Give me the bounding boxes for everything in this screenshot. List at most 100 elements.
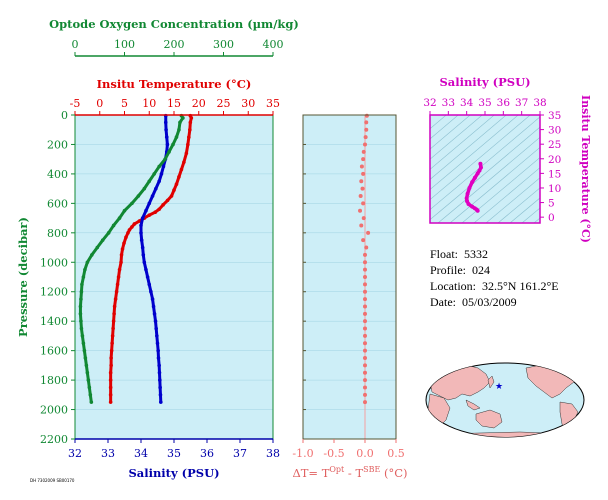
temperature-data-point [109, 356, 113, 360]
oxygen-data-point [80, 282, 84, 287]
delta-data-point [363, 311, 367, 316]
salinity-data-point [142, 260, 147, 265]
oxygen-data-point [83, 356, 88, 360]
oxygen-data-point [147, 179, 152, 184]
salinity-data-point [139, 238, 144, 242]
delta-data-point [363, 297, 367, 302]
ts-data-point [472, 175, 477, 180]
world-map: ★ [425, 362, 585, 438]
location-label: Location: [430, 279, 476, 293]
salinity-data-point [150, 297, 155, 301]
location-value: 32.5°N 161.2°E [481, 279, 559, 293]
oxygen-data-point [117, 216, 122, 220]
oxygen-tick-label: 100 [114, 38, 135, 51]
delta-data-point [359, 179, 364, 184]
temperature-data-point [137, 219, 142, 223]
density-isoline [533, 217, 540, 223]
delta-data-point [359, 164, 364, 169]
salinity-tick-label: 33 [101, 447, 115, 460]
oxygen-tick-label: 0 [72, 38, 79, 51]
delta-data-point [363, 400, 367, 405]
delta-tick-label: 0.5 [387, 447, 405, 460]
salinity-data-point [150, 194, 155, 198]
oxygen-data-point [167, 150, 171, 154]
temperature-data-point [184, 151, 189, 156]
ts-salinity-tick-label: 36 [497, 97, 511, 109]
oxygen-data-point [89, 400, 94, 404]
oxygen-data-point [163, 157, 167, 161]
delta-data-point [363, 289, 367, 294]
salinity-tick-label: 35 [167, 447, 181, 460]
salinity-data-point [141, 253, 146, 257]
density-isoline [497, 187, 540, 223]
delta-data-point [360, 186, 365, 191]
salinity-tick-label: 36 [200, 447, 214, 460]
density-isoline [473, 167, 540, 223]
density-isoline [430, 115, 447, 130]
oxygen-data-point [181, 116, 185, 120]
temperature-data-point [153, 210, 157, 214]
delta-data-point [359, 223, 364, 228]
temperature-data-point [112, 304, 117, 309]
delta-data-point [366, 230, 371, 235]
salinity-tick-label: 38 [266, 447, 280, 460]
delta-data-point [361, 157, 366, 162]
temperature-axis-ticks: -5 0 5 10 15 20 25 30 35 [70, 97, 280, 115]
delta-data-point [363, 392, 367, 397]
temperature-data-point [117, 267, 122, 272]
temperature-data-point [147, 213, 152, 217]
delta-data-point [363, 252, 367, 257]
salinity-data-point [140, 216, 145, 220]
temperature-data-point [109, 348, 114, 353]
ts-data-point [464, 196, 469, 201]
pressure-tick-label: 2000 [40, 404, 68, 417]
date-value: 05/03/2009 [462, 295, 517, 309]
salinity-data-point [164, 135, 169, 139]
delta-data-point [363, 356, 367, 360]
temperature-data-point [113, 297, 118, 301]
oxygen-data-point [81, 341, 86, 346]
oxygen-axis-ticks: 0 100 200 300 400 [72, 38, 284, 56]
pressure-tick-label: 800 [47, 227, 68, 240]
density-isoline [430, 115, 483, 160]
ts-series [464, 161, 483, 213]
salinity-data-point [144, 208, 148, 213]
map-land-japan [487, 375, 495, 389]
ts-temperature-label: Insitu Temperature (°C) [579, 95, 592, 243]
delta-data-point [361, 238, 366, 243]
salinity-profile-line [139, 115, 169, 403]
density-isoline [430, 115, 459, 140]
oxygen-data-point [81, 275, 86, 279]
oxygen-data-point [90, 253, 94, 257]
salinity-data-point [165, 142, 170, 147]
density-isoline [437, 136, 540, 223]
oxygen-data-point [80, 334, 85, 338]
temperature-data-point [112, 312, 116, 316]
pressure-tick-label: 1000 [40, 256, 68, 269]
map-land-seasia [465, 399, 481, 411]
oxygen-data-point [78, 304, 83, 309]
delta-panel-frame [302, 114, 397, 440]
map-land-australia [475, 409, 503, 429]
temperature-data-point [122, 241, 126, 245]
salinity-data-point [158, 393, 163, 397]
temperature-data-point [186, 142, 190, 147]
salinity-data-point [157, 179, 161, 184]
ts-salinity-tick-label: 38 [533, 97, 546, 109]
temperature-data-point [124, 235, 128, 240]
salinity-data-point [157, 363, 161, 368]
delta-data-point [363, 333, 367, 338]
delta-tick-label: -1.0 [292, 447, 313, 460]
pressure-tick-label: 0 [61, 109, 68, 122]
ts-temperature-tick-label: 15 [548, 168, 561, 180]
temperature-data-point [110, 341, 114, 346]
tiny-note: DH 7302009 SB00170 [30, 478, 75, 483]
salinity-axis-label: Salinity (PSU) [128, 466, 219, 480]
salinity-data-point [152, 312, 157, 316]
pressure-tick-label: 1800 [40, 374, 68, 387]
pressure-axis-label: Pressure (decibar) [16, 217, 30, 337]
density-isoline [430, 115, 531, 200]
salinity-data-point [156, 348, 160, 353]
oxygen-data-point [86, 378, 91, 382]
temperature-data-point [111, 319, 116, 323]
